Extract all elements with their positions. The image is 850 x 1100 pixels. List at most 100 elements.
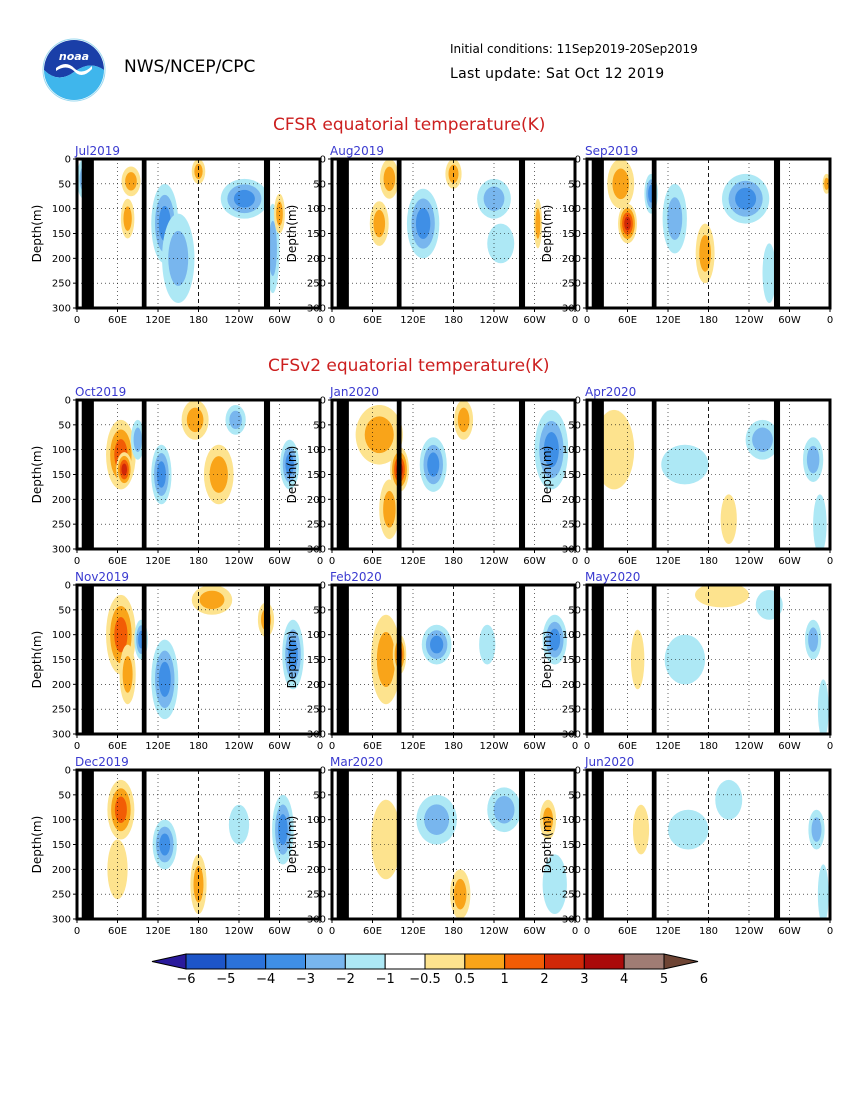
x-tick-label: 0 <box>584 926 590 937</box>
y-axis-label: Depth(m) <box>285 205 299 263</box>
y-tick-label: 150 <box>52 840 71 851</box>
y-tick-label: 150 <box>52 229 71 240</box>
y-tick-label: 300 <box>52 545 71 556</box>
panel-label: Jan2020 <box>329 385 379 399</box>
y-tick-label: 150 <box>562 840 581 851</box>
x-tick-label: 0 <box>827 926 833 937</box>
colorbar-label: −2 <box>336 972 355 987</box>
x-tick-label: 120W <box>225 556 254 567</box>
x-tick-label: 60W <box>523 315 546 326</box>
anomaly-contour <box>715 779 743 820</box>
y-tick-label: 100 <box>562 445 581 456</box>
y-tick-label: 250 <box>562 705 581 716</box>
y-tick-label: 300 <box>307 304 326 315</box>
y-tick-label: 300 <box>307 545 326 556</box>
anomaly-contour <box>228 804 250 845</box>
anomaly-contour <box>364 416 394 454</box>
colorbar-label: −4 <box>256 972 275 987</box>
x-tick-label: 120E <box>400 741 425 752</box>
x-tick-label: 180 <box>189 315 208 326</box>
x-tick-label: 0 <box>329 926 335 937</box>
anomaly-contour <box>158 661 171 698</box>
y-tick-label: 50 <box>568 179 581 190</box>
y-axis-label: Depth(m) <box>540 631 554 689</box>
x-tick-label: 60W <box>268 926 291 937</box>
x-tick-label: 60E <box>618 741 637 752</box>
y-tick-label: 200 <box>52 680 71 691</box>
colorbar-min-arrow <box>151 953 187 970</box>
x-tick-label: 60E <box>108 556 127 567</box>
y-tick-label: 50 <box>58 605 71 616</box>
land-mask <box>263 770 271 919</box>
panel-label: Jun2020 <box>584 755 634 769</box>
land-mask <box>396 159 402 308</box>
x-tick-label: 120E <box>145 741 170 752</box>
y-tick-label: 200 <box>562 495 581 506</box>
x-tick-label: 180 <box>699 926 718 937</box>
y-axis-label: Depth(m) <box>30 816 44 874</box>
y-tick-label: 0 <box>320 155 326 166</box>
y-tick-label: 50 <box>313 790 326 801</box>
anomaly-contour <box>817 864 829 919</box>
colorbar-label: 5 <box>660 972 668 987</box>
anomaly-contour <box>667 197 683 240</box>
colorbar-swatch <box>544 953 585 970</box>
x-tick-label: 180 <box>444 556 463 567</box>
land-mask <box>396 585 402 734</box>
anomaly-contour <box>123 206 132 231</box>
land-mask <box>81 770 94 919</box>
x-tick-label: 60W <box>523 741 546 752</box>
y-tick-label: 250 <box>307 705 326 716</box>
y-tick-label: 100 <box>307 204 326 215</box>
y-tick-label: 300 <box>307 730 326 741</box>
anomaly-contour <box>752 427 773 452</box>
y-tick-label: 50 <box>568 605 581 616</box>
y-tick-label: 300 <box>562 915 581 926</box>
y-tick-label: 250 <box>562 279 581 290</box>
x-tick-label: 120E <box>145 556 170 567</box>
x-tick-label: 0 <box>584 315 590 326</box>
y-tick-label: 0 <box>575 155 581 166</box>
anomaly-contour <box>543 432 559 468</box>
anomaly-contour <box>121 463 128 476</box>
colorbar-label: 1 <box>501 972 509 987</box>
anomaly-contour <box>630 629 645 690</box>
y-tick-label: 50 <box>313 179 326 190</box>
panel-label: Jul2019 <box>74 144 120 158</box>
y-tick-label: 100 <box>307 815 326 826</box>
y-tick-label: 300 <box>52 915 71 926</box>
anomaly-contour <box>457 407 470 433</box>
land-mask <box>651 585 657 734</box>
anomaly-contour <box>415 208 431 240</box>
y-tick-label: 200 <box>307 680 326 691</box>
x-tick-label: 0 <box>74 741 80 752</box>
y-tick-label: 0 <box>575 766 581 777</box>
anomaly-contour <box>824 177 830 190</box>
x-tick-label: 120W <box>225 741 254 752</box>
land-mask <box>141 400 147 549</box>
x-tick-label: 0 <box>572 741 578 752</box>
x-tick-label: 60E <box>108 926 127 937</box>
colorbar-label: 3 <box>580 972 588 987</box>
anomaly-contour <box>276 201 283 226</box>
x-tick-label: 60E <box>363 741 382 752</box>
y-tick-label: 50 <box>568 790 581 801</box>
anomaly-contour <box>229 410 242 430</box>
anomaly-contour <box>806 445 820 474</box>
y-tick-label: 200 <box>307 865 326 876</box>
land-mask <box>396 770 402 919</box>
anomaly-contour <box>612 168 630 200</box>
land-mask <box>518 159 526 308</box>
colorbar-label: 0.5 <box>454 972 475 987</box>
y-tick-label: 100 <box>52 204 71 215</box>
land-mask <box>141 585 147 734</box>
x-tick-label: 60E <box>363 315 382 326</box>
panel-label: Apr2020 <box>585 385 636 399</box>
y-tick-label: 100 <box>52 630 71 641</box>
anomaly-contour <box>811 817 822 842</box>
colorbar-label: 4 <box>620 972 628 987</box>
